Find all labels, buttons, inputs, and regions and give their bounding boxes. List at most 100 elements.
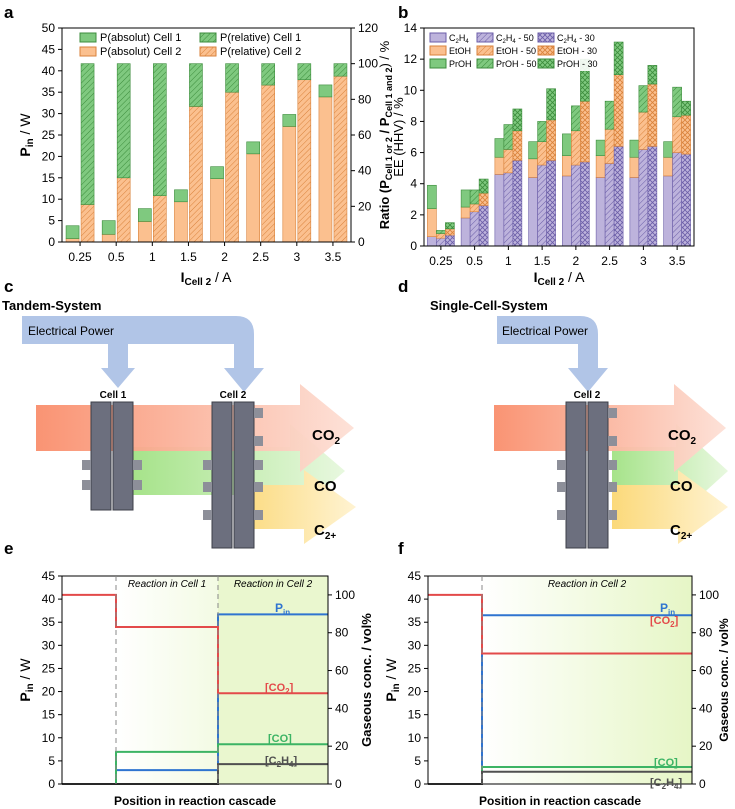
chart-ytick-tick-label: 10 [408, 731, 422, 745]
chart-ytick-tick-label: 15 [42, 708, 56, 722]
chart-e-label-c2h4: [C2H4] [265, 755, 297, 769]
bar-c2h4-50 [672, 152, 682, 247]
chart-b-xtick-label: 3 [640, 254, 647, 268]
chart-a-xlabel: ICell 2 / A [181, 269, 232, 288]
chart-ytick-tick-label: 25 [42, 661, 56, 675]
chart-ytick-tick-label: 0 [48, 777, 55, 791]
bar-rel-cell1 [261, 63, 275, 86]
bar-c2h4-50 [469, 211, 480, 247]
chart-f-frame [427, 575, 693, 785]
bar-c2h4-50 [571, 164, 581, 247]
chart-y2tick-tick-label: 0 [699, 777, 706, 791]
bar-proh-30 [613, 41, 624, 76]
chart-b-xtick-label: 2 [573, 254, 580, 268]
legend-swatch-etoh-50 [476, 45, 494, 56]
chart-f-region: Reaction in Cell 2 [548, 579, 627, 590]
c2-arrow-tandem [234, 470, 356, 544]
chart-b-ytick-tick-label: 12 [404, 52, 418, 66]
bar-rel-cell2 [153, 195, 167, 243]
legend-label-abs-cell2: P(absolut) Cell 2 [100, 46, 181, 58]
chart-a-xtick-label: 1 [149, 250, 156, 264]
chart-a-xtick-label: 3.5 [325, 250, 342, 264]
chart-y2tick-tick-label: 60 [335, 664, 349, 678]
bar-proh-tandem [663, 141, 673, 158]
bar-abs-cell2 [282, 126, 297, 243]
chart-a-xtick-label: 3 [293, 250, 300, 264]
cell1-plate-right [112, 401, 134, 511]
bar-rel-cell2 [116, 177, 131, 243]
bar-rel-cell2 [225, 91, 239, 243]
bar-rel-cell2 [333, 75, 348, 243]
legend-label-abs-cell1: P(absolut) Cell 1 [100, 32, 181, 44]
chart-a-legend: P(absolut) Cell 1 P(relative) Cell 1 P(a… [79, 32, 301, 58]
legend-label-etoh-50: EtOH - 50 [496, 46, 536, 56]
co2-label-tandem: CO2 [312, 427, 341, 447]
chart-b-ytick-tick-label: 6 [410, 146, 417, 160]
bar-etoh-50 [638, 111, 649, 150]
chart-a-y2label: Ratio (PCell 1 or 2 / PCell 1 and 2) / % [377, 40, 394, 229]
co-label-single: CO [670, 478, 693, 495]
chart-ytick-tick-label: 35 [408, 615, 422, 629]
bar-abs-cell1 [101, 220, 116, 235]
chart-a-xtick-label: 2 [221, 250, 228, 264]
chart-b-ytick-tick-label: 4 [410, 177, 417, 191]
bar-etoh-50 [604, 128, 615, 164]
chart-e-label-pin: Pin [275, 601, 290, 617]
bar-c2h4-30 [512, 160, 523, 247]
bar-abs-cell2 [174, 201, 188, 243]
bar-proh-50 [436, 230, 446, 234]
legend-swatch-c2h4 [429, 32, 447, 43]
bar-rel-cell1 [333, 63, 348, 77]
bar-proh-tandem [562, 133, 572, 156]
bar-c2h4-30 [681, 153, 691, 247]
bar-c2h4-tandem [460, 217, 471, 247]
bar-proh-50 [503, 124, 514, 150]
bar-c2h4-30 [445, 234, 455, 247]
bar-c2h4-tandem [663, 175, 673, 247]
bar-abs-cell1 [174, 189, 188, 203]
c2-label-tandem: C2+ [314, 522, 336, 542]
bar-rel-cell2 [189, 106, 203, 243]
bar-proh-30 [512, 108, 523, 132]
chart-ytick-tick-label: 20 [42, 685, 56, 699]
bar-etoh-30 [647, 83, 658, 147]
panel-letter-e: e [4, 539, 13, 558]
chart-y2tick-tick-label: 40 [335, 701, 349, 715]
chart-ytick-tick-label: 20 [408, 685, 422, 699]
bar-abs-cell2 [246, 153, 260, 243]
bar-proh-50 [672, 86, 682, 118]
chart-ytick-tick-label: 45 [408, 569, 422, 583]
bar-etoh-30 [681, 114, 691, 155]
legend-swatch-etoh [429, 45, 447, 56]
bar-c2h4-tandem [562, 175, 572, 247]
bar-etoh-30 [478, 192, 489, 206]
bar-proh-tandem [494, 138, 505, 158]
legend-label-etoh: EtOH [449, 46, 471, 56]
chart-b-frame [423, 27, 695, 247]
chart-e-xlabel: Position in reaction cascade [114, 794, 276, 808]
c2-arrow-single [612, 470, 728, 544]
chart-ytick-tick-label: 25 [408, 661, 422, 675]
chart-b-xtick-label: 1.5 [534, 254, 551, 268]
bar-abs-cell1 [65, 225, 80, 239]
bar-proh-30 [478, 178, 489, 194]
bar-etoh-30 [445, 228, 455, 236]
chart-b-ytick-tick-label: 0 [410, 239, 417, 253]
chart-a-ytick-tick-label: 5 [48, 214, 55, 228]
tandem-schematic: Tandem-System Electrical Power Cell 1 Ce… [2, 298, 356, 549]
chart-ytick-tick-label: 30 [42, 638, 56, 652]
legend-label-proh-50: PrOH - 50 [496, 59, 537, 69]
chart-a-xtick-label: 0.25 [68, 250, 92, 264]
chart-y2tick-tick-label: 0 [335, 777, 342, 791]
bar-c2h4-50 [503, 172, 514, 247]
bar-abs-cell1 [282, 114, 297, 127]
chart-a-xtick-label: 0.5 [108, 250, 125, 264]
bar-rel-cell1 [153, 63, 167, 196]
chart-e-label-co: [CO] [268, 733, 292, 745]
chart-b-xtick-label: 2.5 [601, 254, 618, 268]
legend-label-rel-cell1: P(relative) Cell 1 [220, 32, 301, 44]
co2-label-single: CO2 [668, 427, 697, 447]
chart-b-ytick-tick-label: 2 [410, 208, 417, 222]
chart-b: 0.25 0.5 1 1.5 2 2.5 3 3.5 0 2 4 6 8 10 12 14 ICell 2 /… [391, 21, 695, 288]
